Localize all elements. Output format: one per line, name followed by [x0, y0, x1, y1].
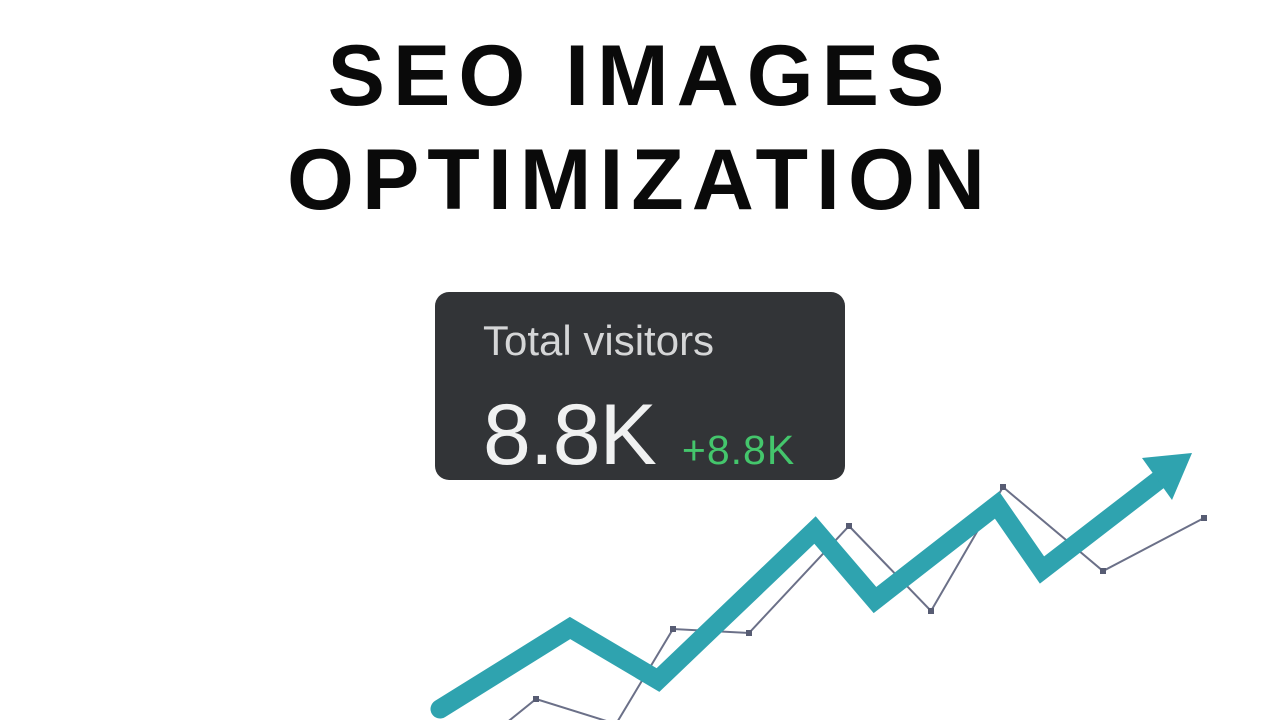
data-point [670, 626, 676, 632]
data-line [508, 485, 1205, 720]
data-point [928, 608, 934, 614]
data-point [1201, 515, 1207, 521]
data-point [746, 630, 752, 636]
card-label: Total visitors [483, 317, 715, 364]
data-point [1100, 568, 1106, 574]
total-visitors-card: Total visitors 8.8K +8.8K [435, 292, 845, 480]
data-point [846, 523, 852, 529]
title-line-2: OPTIMIZATION [287, 132, 993, 228]
card-value: 8.8K [483, 387, 657, 483]
title-line-1: SEO IMAGES [327, 28, 953, 124]
growth-arrow-shaft [430, 469, 1170, 719]
data-points [533, 484, 1207, 702]
page-title: SEO IMAGES OPTIMIZATION [0, 24, 1280, 232]
card-delta: +8.8K [681, 427, 796, 473]
data-point [1000, 484, 1006, 490]
growth-arrow-head-icon [1142, 453, 1192, 500]
data-point [533, 696, 539, 702]
card-value-row: 8.8K +8.8K [483, 392, 795, 478]
